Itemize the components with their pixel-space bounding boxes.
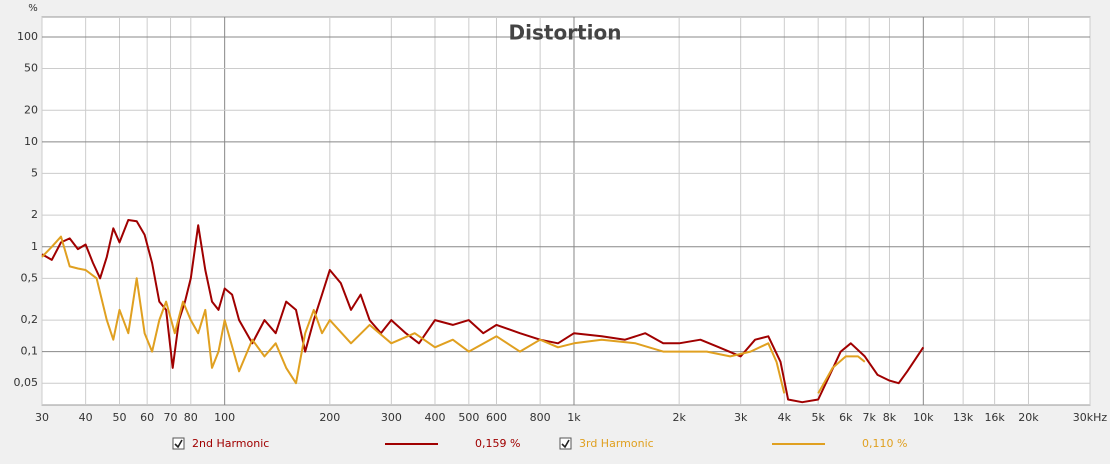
x-tick-label: 13k <box>953 411 974 424</box>
y-tick-label: 0,5 <box>21 271 39 284</box>
series-line <box>41 235 866 394</box>
x-tick-label: 8k <box>883 411 897 424</box>
y-tick-label: 20 <box>24 103 38 116</box>
grid <box>41 17 1091 405</box>
x-tick-label: 10k <box>913 411 934 424</box>
y-tick-label: 100 <box>17 30 38 43</box>
x-tick-label: 30kHz <box>1073 411 1108 424</box>
x-tick-label: 7k <box>863 411 877 424</box>
y-tick-label: 0,05 <box>14 376 39 389</box>
legend-checkmark <box>174 439 183 449</box>
x-tick-label: 50 <box>112 411 126 424</box>
x-tick-label: 200 <box>319 411 340 424</box>
legend-label[interactable]: 2nd Harmonic <box>192 437 269 450</box>
series-line <box>41 219 925 404</box>
y-tick-label: 2 <box>31 208 38 221</box>
plot-area <box>41 16 1091 406</box>
y-tick-label: 50 <box>24 62 38 75</box>
y-tick-label: 5 <box>31 166 38 179</box>
legend-checkbox[interactable] <box>172 437 185 450</box>
x-tick-label: 300 <box>381 411 402 424</box>
x-tick-label: 500 <box>458 411 479 424</box>
legend: 2nd Harmonic 0,159 % 3rd Harmonic 0,110 % <box>172 437 907 450</box>
chart-title: Distortion <box>509 21 622 45</box>
x-tick-label: 20k <box>1018 411 1039 424</box>
x-tick-label: 16k <box>984 411 1005 424</box>
x-tick-label: 30 <box>35 411 49 424</box>
x-tick-label: 600 <box>486 411 507 424</box>
x-tick-label: 40 <box>79 411 93 424</box>
legend-value: 0,110 % <box>862 437 907 450</box>
y-tick-label: 0,1 <box>21 345 39 358</box>
y-axis-label: % <box>28 3 38 14</box>
x-tick-label: 5k <box>811 411 825 424</box>
x-tick-label: 80 <box>184 411 198 424</box>
x-tick-label: 60 <box>140 411 154 424</box>
y-tick-label: 0,2 <box>21 313 39 326</box>
x-tick-label: 3k <box>734 411 748 424</box>
legend-checkmark <box>561 439 570 449</box>
lines <box>41 219 925 404</box>
x-tick-label: 400 <box>424 411 445 424</box>
y-tick-label: 1 <box>31 240 38 253</box>
x-tick-label: 2k <box>672 411 686 424</box>
x-tick-label: 4k <box>778 411 792 424</box>
y-tick-label: 10 <box>24 135 38 148</box>
x-tick-label: 800 <box>530 411 551 424</box>
x-tick-label: 6k <box>839 411 853 424</box>
x-tick-label: 70 <box>164 411 178 424</box>
legend-checkbox[interactable] <box>559 437 572 450</box>
x-tick-label: 100 <box>214 411 235 424</box>
x-tick-label: 1k <box>567 411 581 424</box>
legend-value: 0,159 % <box>475 437 520 450</box>
legend-label[interactable]: 3rd Harmonic <box>579 437 654 450</box>
